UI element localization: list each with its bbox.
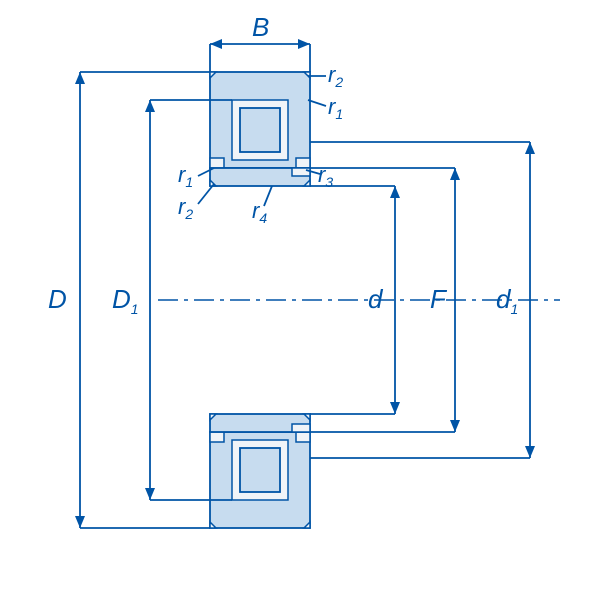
svg-text:r1: r1 [178, 162, 193, 190]
bearing-diagram: B D D1 d F [0, 0, 600, 600]
svg-text:r2: r2 [178, 194, 193, 222]
svg-text:r3: r3 [318, 162, 333, 190]
section-lower [210, 414, 310, 528]
dim-B: B [210, 12, 310, 72]
section-upper [210, 72, 310, 186]
label-F: F [430, 284, 448, 314]
label-B: B [252, 12, 269, 42]
svg-text:r2: r2 [328, 62, 343, 90]
label-d: d [368, 284, 384, 314]
svg-text:r1: r1 [328, 94, 343, 122]
callout-r1-left: r1 [178, 162, 214, 190]
label-D1: D1 [112, 284, 139, 317]
label-d1: d1 [496, 284, 518, 317]
callout-r1-top: r1 [308, 94, 343, 122]
callout-r2-left: r2 [178, 184, 214, 222]
callout-r4: r4 [252, 186, 272, 226]
label-D: D [48, 284, 67, 314]
callout-r2-top: r2 [308, 62, 343, 90]
